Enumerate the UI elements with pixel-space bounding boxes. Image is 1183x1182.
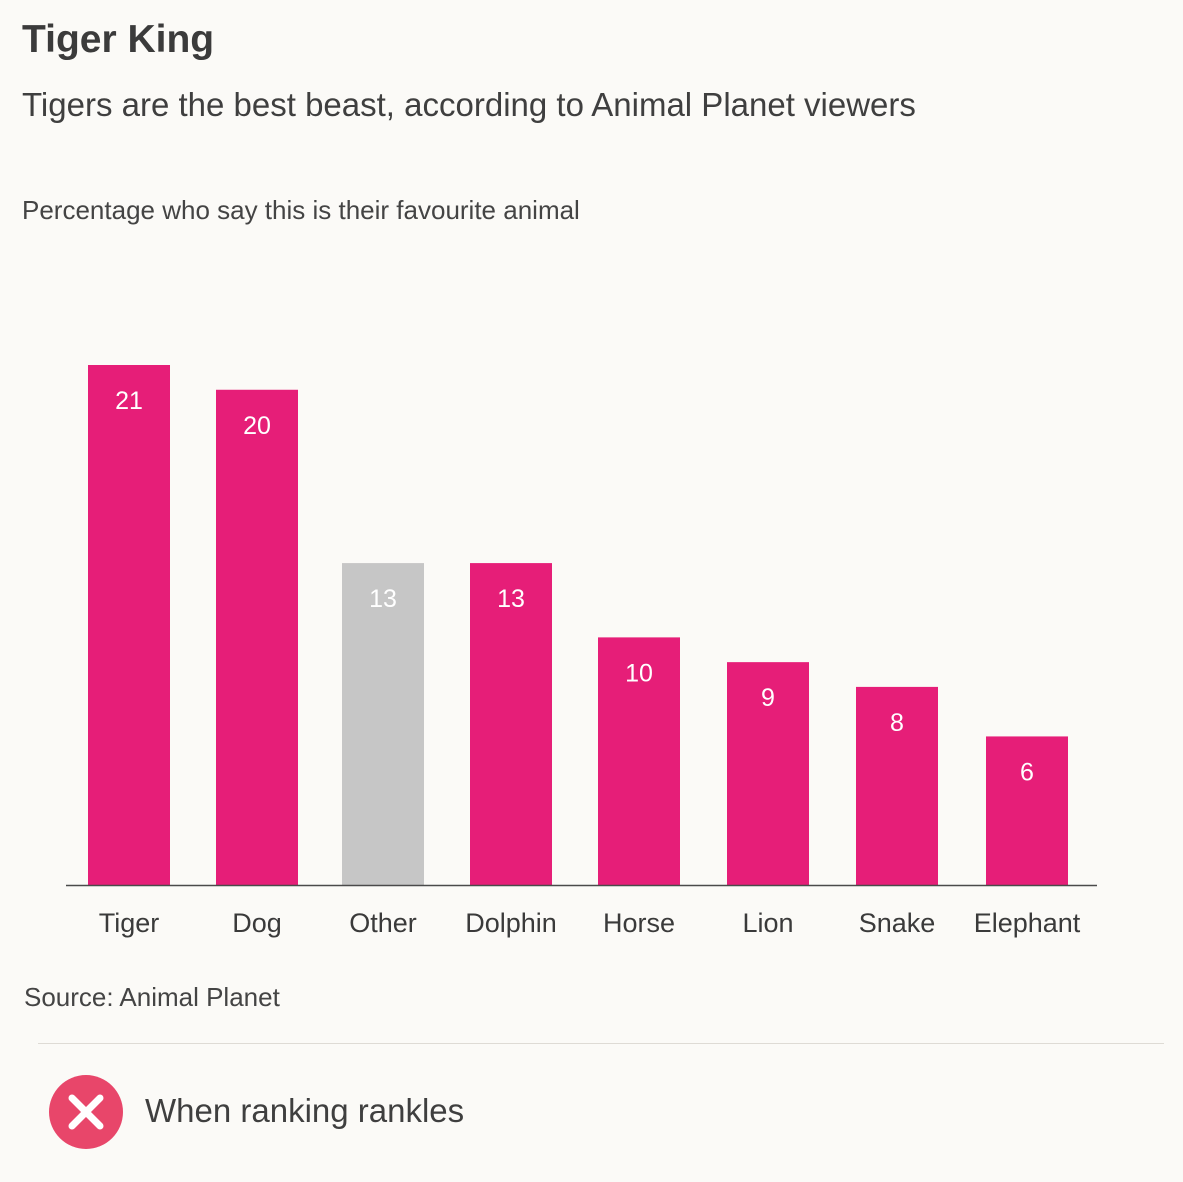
bar-tiger [88,365,170,885]
bar-dolphin [470,563,552,885]
bar-chart: 21 Tiger 20 Dog 13 Other 13 Dolphin 10 Horse 9 Lion… [66,365,1097,938]
close-circle-icon [49,1075,123,1149]
chart-subtitle: Tigers are the best beast, according to … [22,86,916,123]
x-tick-label-lion: Lion [742,908,793,938]
data-label-tiger: 21 [115,387,143,415]
bar-lion [727,662,809,885]
x-tick-label-elephant: Elephant [974,908,1081,938]
data-label-snake: 8 [890,709,904,737]
bar-elephant [986,736,1068,885]
chart-title: Tiger King [22,18,215,61]
source-note: Source: Animal Planet [24,982,280,1012]
x-tick-label-tiger: Tiger [99,908,160,938]
bar-snake [856,686,938,885]
x-tick-label-other: Other [349,908,417,938]
footer-divider [38,1043,1164,1044]
data-label-dog: 20 [243,412,271,440]
data-label-other: 13 [369,585,397,613]
data-label-horse: 10 [625,659,653,687]
footer-text: When ranking rankles [145,1092,465,1129]
y-axis-caption: Percentage who say this is their favouri… [22,195,580,225]
bar-other [342,563,424,885]
bar-horse [598,637,680,885]
data-label-lion: 9 [761,684,775,712]
bar-dog [216,389,298,885]
data-label-dolphin: 13 [497,585,525,613]
x-tick-label-horse: Horse [603,908,675,938]
x-tick-label-snake: Snake [859,908,936,938]
x-tick-label-dolphin: Dolphin [465,908,557,938]
x-tick-label-dog: Dog [232,908,282,938]
data-label-elephant: 6 [1020,758,1034,786]
